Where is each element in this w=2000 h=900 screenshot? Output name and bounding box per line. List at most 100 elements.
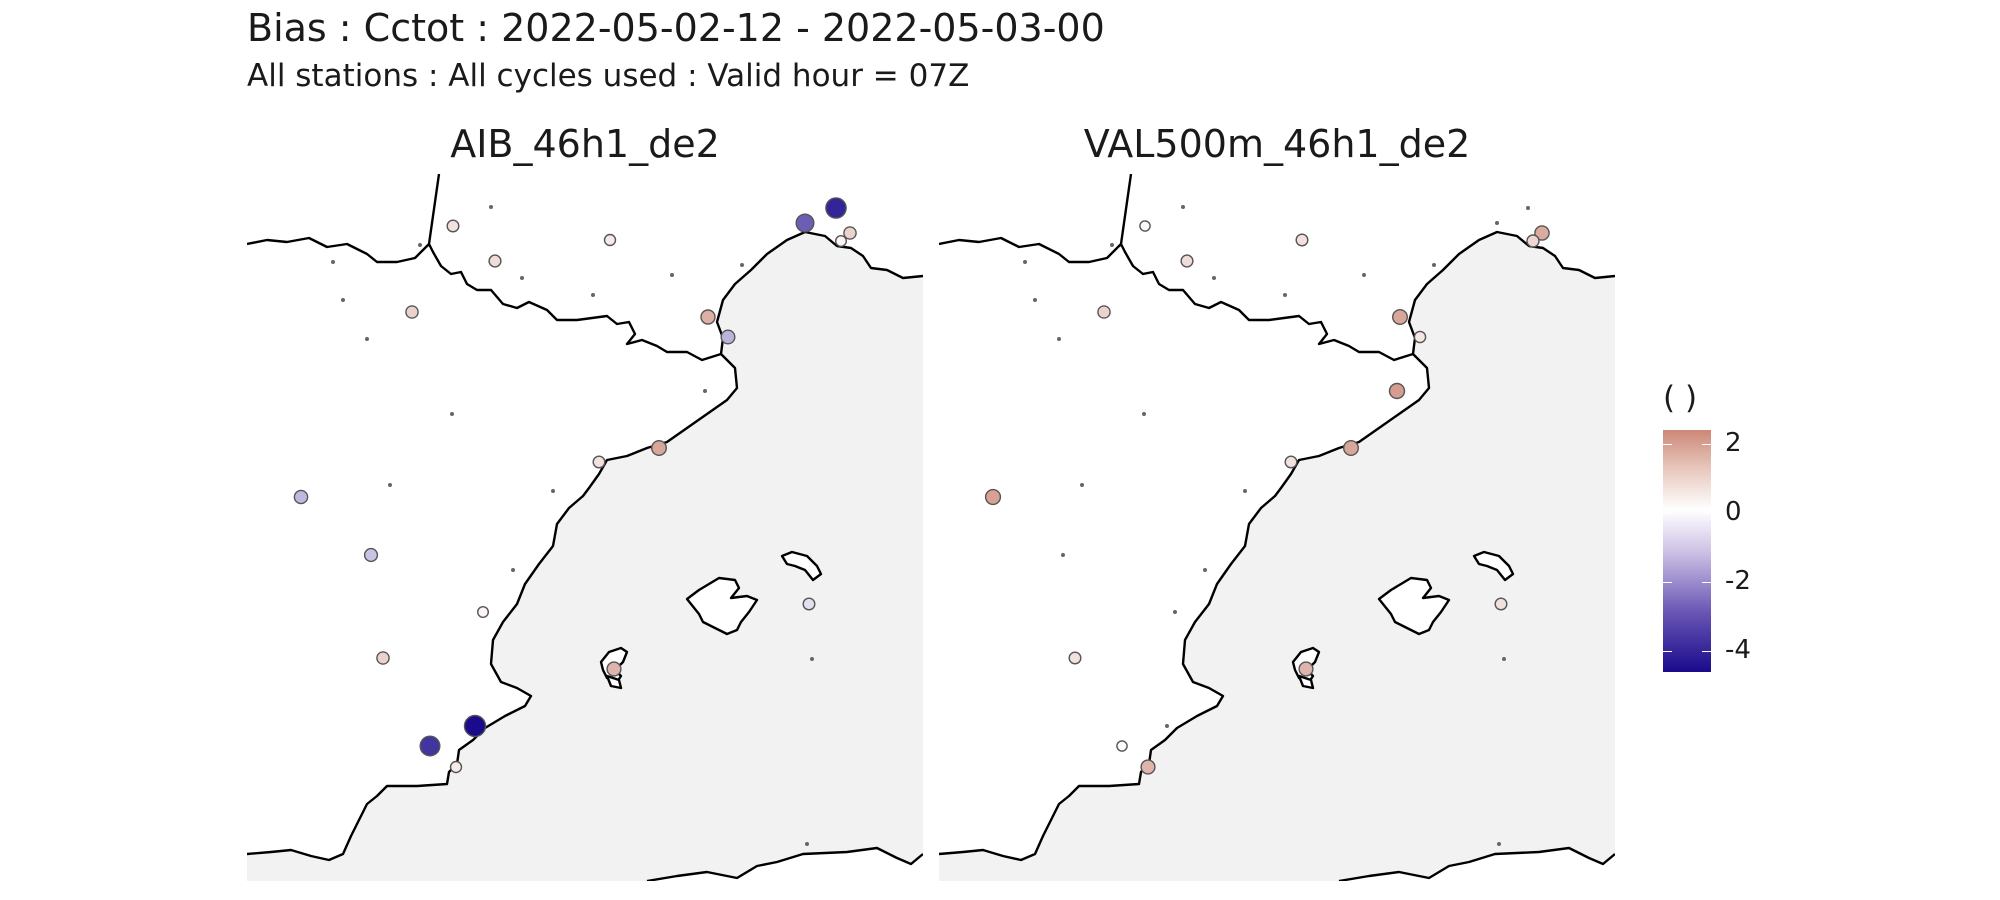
station-point [449, 760, 463, 774]
station-point-empty [1080, 483, 1084, 487]
land-france [247, 174, 923, 360]
station-point-empty [418, 243, 422, 247]
coastline [939, 174, 1615, 881]
station-point-empty [740, 263, 744, 267]
station-point-empty [489, 205, 493, 209]
station-point [984, 488, 1002, 506]
station-point-empty [341, 298, 345, 302]
station-point-empty [670, 273, 674, 277]
station-point [1284, 455, 1298, 469]
legend-tick-label: 2 [1725, 427, 1742, 458]
station-point-empty [1181, 205, 1185, 209]
island-0 [685, 576, 759, 636]
station-point [606, 661, 622, 677]
map-right-svg [939, 174, 1615, 881]
station-point-empty [1497, 842, 1501, 846]
station-point [476, 606, 489, 619]
station-point [1116, 740, 1128, 752]
station-point-empty [1033, 298, 1037, 302]
station-point [488, 254, 502, 268]
station-point [1494, 597, 1508, 611]
station-point-empty [1432, 263, 1436, 267]
page-title: Bias : Cctot : 2022-05-02-12 - 2022-05-0… [247, 6, 1105, 50]
legend-tick-mark [1702, 651, 1711, 653]
station-point [720, 329, 736, 345]
station-point-empty [703, 389, 707, 393]
station-point [843, 226, 857, 240]
station-point-empty [1526, 206, 1530, 210]
legend-tick-mark [1663, 512, 1672, 514]
station-point-empty [511, 568, 515, 572]
legend-tick-label: -4 [1725, 635, 1751, 666]
station-point [1413, 330, 1427, 344]
station-point-empty [365, 337, 369, 341]
station-point [1295, 233, 1309, 247]
land-africa [1339, 848, 1615, 881]
legend-tick-mark [1702, 512, 1711, 514]
station-point [1534, 225, 1550, 241]
station-point [795, 213, 815, 233]
land-iberia [247, 238, 737, 860]
legend-tick-mark [1663, 443, 1672, 445]
map-left-svg [247, 174, 923, 881]
station-point-empty [1142, 412, 1146, 416]
station-point [802, 597, 816, 611]
station-point-empty [450, 412, 454, 416]
station-point [446, 219, 460, 233]
station-point [1140, 759, 1156, 775]
station-point [825, 197, 847, 219]
map-panel-left [247, 174, 923, 881]
station-point [700, 309, 716, 325]
land-africa [647, 848, 923, 881]
legend-tick-mark [1663, 582, 1672, 584]
station-point [835, 235, 848, 248]
panel-title-left: AIB_46h1_de2 [450, 122, 720, 166]
station-point [419, 735, 441, 757]
station-point-empty [1061, 553, 1065, 557]
legend-tick-mark [1702, 443, 1711, 445]
island-1 [1472, 550, 1515, 582]
legend-tick-mark [1663, 651, 1672, 653]
station-point-empty [388, 483, 392, 487]
station-point [293, 489, 309, 505]
station-point-empty [1203, 568, 1207, 572]
island-3 [1297, 674, 1315, 690]
station-point [1097, 305, 1111, 319]
station-point [363, 547, 379, 563]
station-point-empty [1243, 489, 1247, 493]
map-panel-right [939, 174, 1615, 881]
island-0 [1377, 576, 1451, 636]
island-3 [605, 674, 623, 690]
station-point-empty [1283, 293, 1287, 297]
station-point [1139, 220, 1151, 232]
station-point [1526, 234, 1540, 248]
station-point-empty [520, 276, 524, 280]
station-point-empty [331, 260, 335, 264]
island-1 [780, 550, 823, 582]
land-france [939, 174, 1615, 360]
station-point-empty [1212, 276, 1216, 280]
legend-colorbar [1663, 430, 1711, 672]
station-point [376, 651, 390, 665]
station-point-empty [551, 489, 555, 493]
coastline [247, 174, 923, 881]
station-point [405, 305, 419, 319]
station-point [1068, 651, 1082, 665]
station-point-empty [805, 842, 809, 846]
station-point-empty [1023, 260, 1027, 264]
station-point-empty [1173, 610, 1177, 614]
station-point [1388, 382, 1406, 400]
legend-tick-mark [1702, 582, 1711, 584]
station-point [463, 714, 487, 738]
station-point [651, 440, 668, 457]
station-point [1343, 440, 1360, 457]
station-point [1392, 308, 1409, 325]
page-subtitle: All stations : All cycles used : Valid h… [247, 58, 970, 94]
station-point-empty [591, 293, 595, 297]
station-point [603, 233, 617, 247]
station-point-empty [810, 657, 814, 661]
legend-title: ( ) [1663, 380, 1698, 416]
station-point-empty [1495, 221, 1499, 225]
station-point [1298, 661, 1314, 677]
station-point-empty [1057, 337, 1061, 341]
